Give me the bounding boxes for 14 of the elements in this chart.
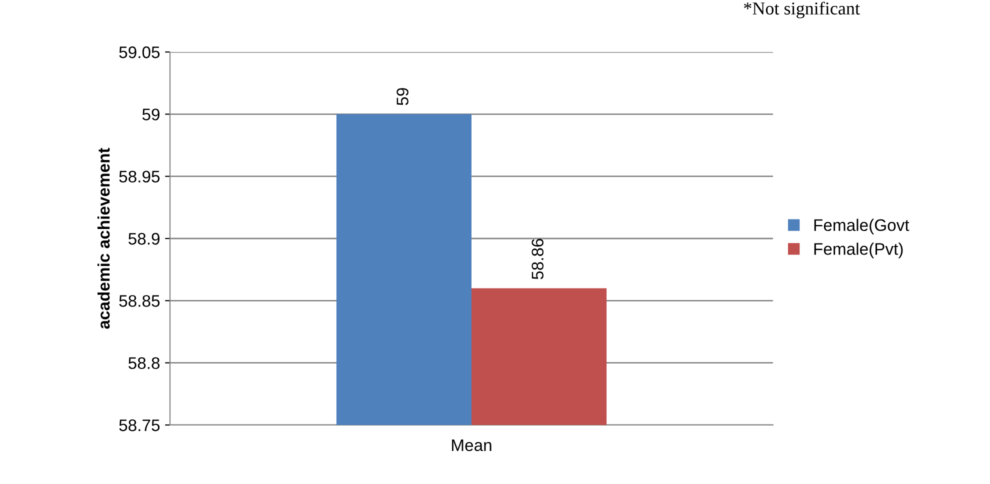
y-tick-label: 59: [142, 108, 160, 120]
text: *Not significant: [744, 2, 860, 18]
y-tick-label: 58.75: [119, 419, 160, 432]
y-axis-title: academic achievement: [97, 148, 110, 329]
y-tick-label: 58.8: [128, 357, 160, 370]
legend-label: Female(Govt: [814, 218, 910, 234]
y-tick-label: 58.9: [128, 232, 160, 245]
y-tick-label: 58.95: [119, 170, 160, 183]
x-tick-label: Mean: [452, 440, 492, 452]
y-tick-label: 58.85: [119, 295, 160, 307]
y-tick-label: 59.05: [119, 46, 160, 58]
legend-label: Female(Pvt): [814, 242, 903, 258]
data-label: 58.86: [532, 238, 544, 280]
data-label: 59: [396, 88, 408, 106]
